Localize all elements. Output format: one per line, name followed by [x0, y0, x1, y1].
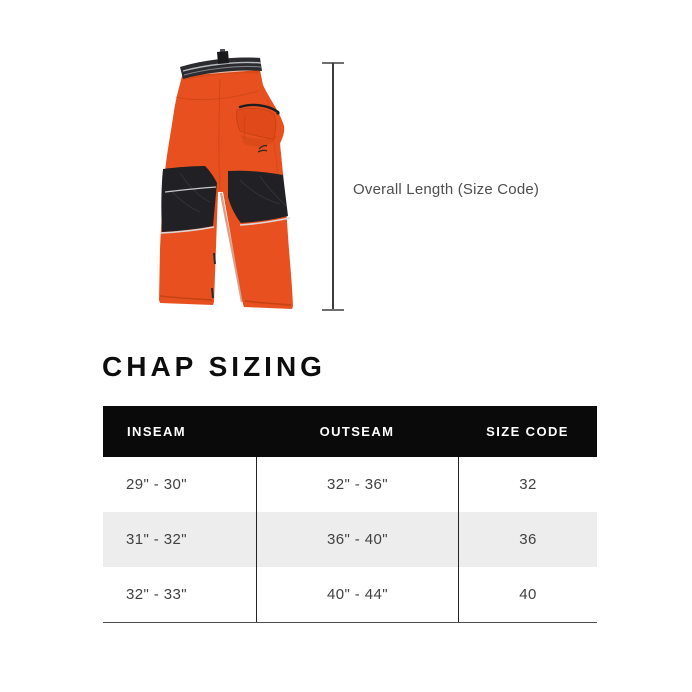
table-row: 32" - 33" 40" - 44" 40: [103, 567, 597, 622]
yoke-seam: [175, 90, 259, 101]
cell-outseam: 40" - 44": [256, 567, 458, 622]
cell-outseam: 36" - 40": [256, 512, 458, 567]
waist-shadow: [182, 70, 260, 80]
header-cell-size-code: SIZE CODE: [486, 424, 569, 439]
waistband-stripe-top: [182, 61, 262, 72]
table-header-row: INSEAM OUTSEAM SIZE CODE: [103, 406, 597, 457]
header-cell-outseam: OUTSEAM: [319, 424, 395, 439]
center-seam: [218, 78, 221, 191]
header-cell-inseam: INSEAM: [127, 424, 186, 439]
measurement-label: Overall Length (Size Code): [353, 181, 540, 198]
cell-size-code: 36: [458, 512, 597, 567]
cell-inseam: 31" - 32": [126, 531, 187, 548]
dimension-line-bottom-cap: [322, 309, 344, 311]
cell-inseam: 29" - 30": [126, 476, 187, 493]
pocket-zipper: [238, 103, 280, 114]
page-title: CHAP SIZING: [102, 351, 326, 382]
inner-leg-shadow: [219, 192, 244, 303]
pocket-crease: [243, 114, 246, 140]
right-knee-panel: [228, 170, 288, 223]
table-row: 29" - 30" 32" - 36" 32: [103, 457, 597, 512]
brand-logo-mark: [257, 144, 268, 153]
sizing-table: INSEAM OUTSEAM SIZE CODE 29" - 30" 32" -…: [103, 406, 597, 623]
overall-length-dimension-line: [332, 63, 334, 310]
cell-inseam: 32" - 33": [126, 586, 187, 603]
cell-size-code: 40: [458, 567, 597, 622]
left-knee-panel: [161, 166, 217, 232]
right-reflective-piping: [239, 217, 291, 226]
left-hem-seam: [159, 295, 213, 301]
right-hem-seam: [244, 300, 292, 306]
belt-tab: [217, 51, 229, 64]
leg-fasteners: [211, 252, 216, 299]
chaps-illustration: [159, 49, 293, 309]
cell-size-code: 32: [458, 457, 597, 512]
pocket: [236, 107, 277, 140]
left-panel-quilting: [169, 172, 211, 213]
waistband-stripe-bottom: [183, 65, 262, 76]
pocket-shadow: [240, 135, 277, 147]
left-reflective-piping: [160, 226, 215, 234]
table-row: 31" - 32" 36" - 40" 36: [103, 512, 597, 567]
cell-outseam: 32" - 36": [256, 457, 458, 512]
left-knee-zipper: [164, 186, 217, 193]
zipper-pull: [276, 111, 280, 115]
right-panel-quilting: [239, 175, 287, 207]
